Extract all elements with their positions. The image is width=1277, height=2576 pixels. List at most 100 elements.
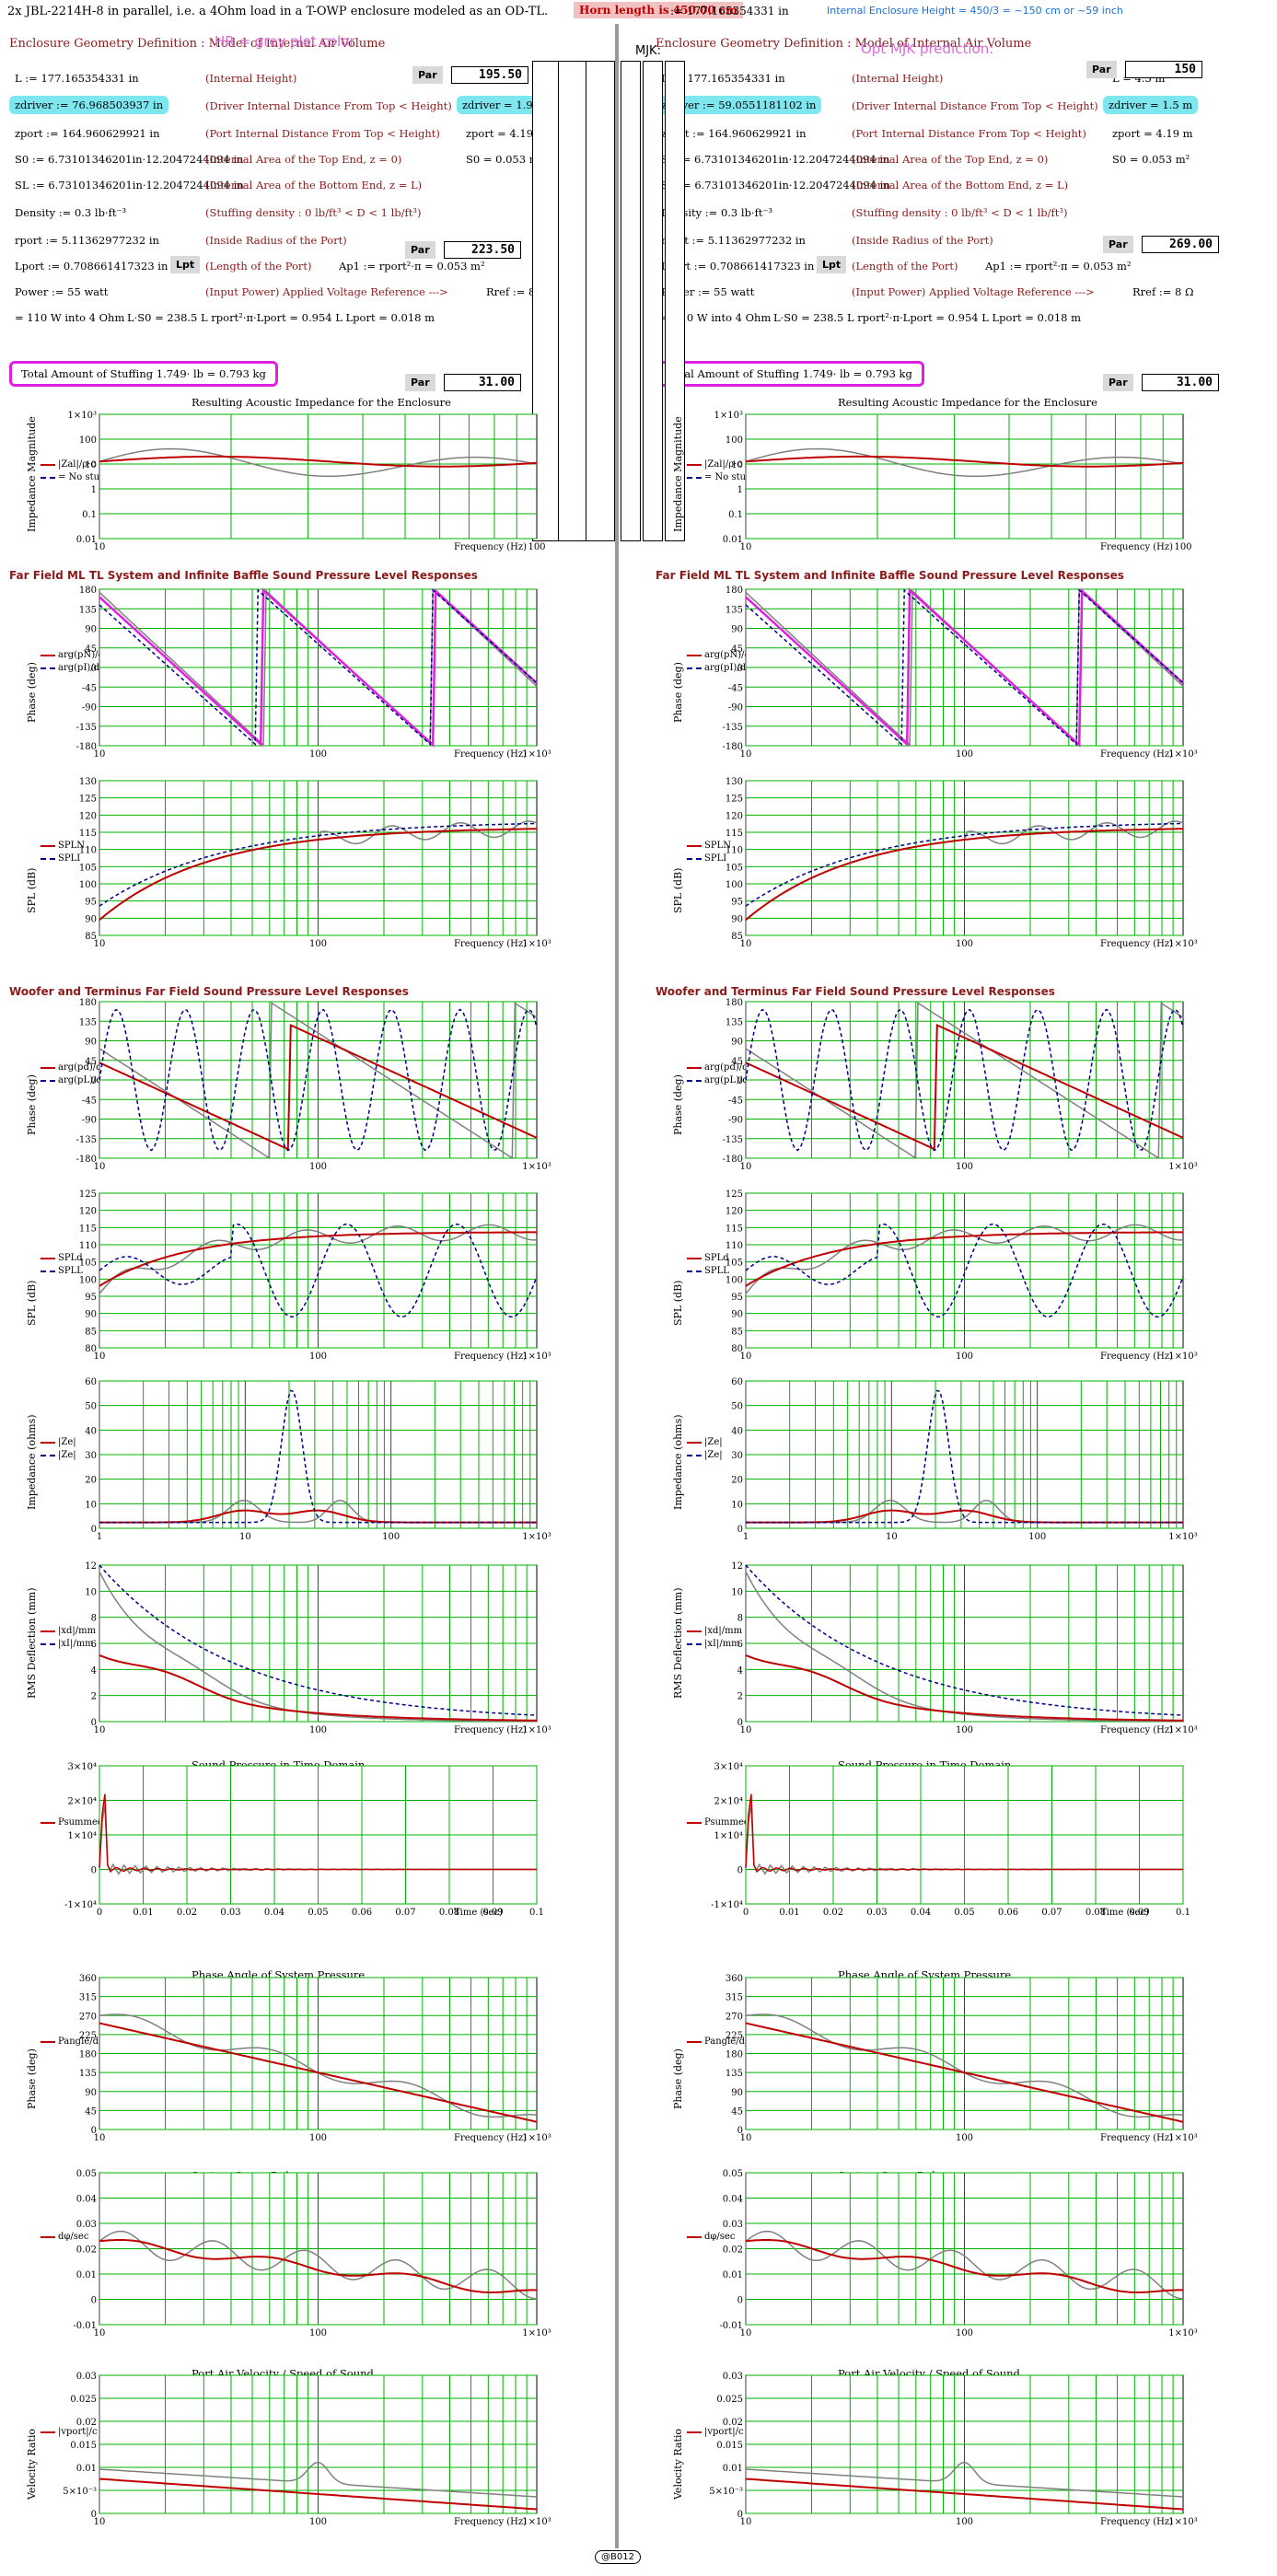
x-tick-label: 0.06 xyxy=(352,1908,372,1918)
par-value[interactable]: 223.50 xyxy=(444,241,521,259)
x-tick-label: 1×10³ xyxy=(522,1162,551,1172)
x-tick-label: 100 xyxy=(956,1352,973,1362)
legend-swatch xyxy=(687,858,702,860)
param-expr[interactable]: Density := 0.3 lb·ft⁻³ xyxy=(661,206,773,219)
legend-swatch xyxy=(41,858,55,860)
y-tick-label: 0.025 xyxy=(70,2395,97,2405)
param-expr[interactable]: Lport := 0.708661417323 in + xyxy=(15,260,180,273)
legend-item: arg(pd)/deg xyxy=(687,1062,760,1074)
legend-item: SPLI xyxy=(41,853,85,865)
legend-item: |Ze| xyxy=(687,1436,723,1449)
par-tag[interactable]: Par xyxy=(405,374,435,391)
param-expr[interactable]: SL := 6.73101346201in·12.2047244094 in xyxy=(661,179,890,191)
par-value[interactable]: 31.00 xyxy=(1142,374,1219,391)
y-tick-label: 1×10³ xyxy=(714,411,743,421)
x-axis-label: Frequency (Hz) xyxy=(454,1725,527,1735)
legend-swatch xyxy=(41,476,55,479)
param-expr[interactable]: Lport := 0.708661417323 in + xyxy=(661,260,827,273)
y-tick-label: 135 xyxy=(726,2069,743,2079)
param-expr[interactable]: Density := 0.3 lb·ft⁻³ xyxy=(15,206,127,219)
enclosure-diagram xyxy=(532,61,615,558)
legend-swatch xyxy=(41,463,55,466)
legend-swatch xyxy=(687,2040,702,2043)
chart-legend: dφ/sec xyxy=(687,2231,735,2244)
y-tick-label: 85 xyxy=(731,932,743,942)
y-tick-label: 90 xyxy=(731,1310,743,1320)
series-line xyxy=(745,1564,1184,1716)
par-tag[interactable]: Par xyxy=(1086,61,1117,78)
x-tick-label: 0.1 xyxy=(529,1908,544,1918)
lpt-tag[interactable]: Lpt xyxy=(817,256,847,273)
series-line xyxy=(745,828,1184,921)
param-expr[interactable]: zdriver := 76.968503937 in xyxy=(9,96,169,114)
x-tick-label: 10 xyxy=(740,1352,752,1362)
chart-port_vel: Velocity Ratio |vport|/c 0.03 0.025 0.02 0.01… xyxy=(654,2372,1257,2541)
y-tick-label: 130 xyxy=(79,777,97,787)
legend-label: arg(pL)/deg xyxy=(704,1075,760,1085)
legend-label: = No stuffing xyxy=(704,471,768,482)
legend-item: SPLI xyxy=(687,853,731,865)
series-line xyxy=(746,1389,1183,1524)
par-value[interactable]: 269.00 xyxy=(1142,236,1219,253)
x-axis-label: Time (sec) xyxy=(454,1908,503,1918)
y-tick-label: 6 xyxy=(737,1640,743,1650)
legend-swatch xyxy=(41,2040,55,2043)
param-expr[interactable]: SL := 6.73101346201in·12.2047244094 in xyxy=(15,179,244,191)
param-expr[interactable]: L := 177.165354331 in xyxy=(15,72,139,85)
y-tick-label: -90 xyxy=(82,1116,97,1126)
param-expr[interactable]: zdriver := 59.0551181102 in xyxy=(656,96,822,114)
chart-legend: arg(pd)/deg arg(pL)/deg xyxy=(687,1062,760,1087)
param-expr[interactable]: L := 177.165354331 in xyxy=(661,72,785,85)
param-expr[interactable]: S0 := 6.73101346201in·12.2047244094 in xyxy=(15,153,244,166)
y-tick-label: 45 xyxy=(85,1057,97,1067)
y-tick-label: 180 xyxy=(79,998,97,1008)
x-axis-label: Frequency (Hz) xyxy=(454,939,527,949)
legend-label: SPLd xyxy=(58,1253,83,1263)
series-line xyxy=(745,1223,1184,1318)
y-tick-label: 0.01 xyxy=(76,535,97,545)
par-value[interactable]: 150 xyxy=(1125,61,1202,78)
x-tick-label: 1×10³ xyxy=(1168,1725,1197,1735)
par-tag[interactable]: Par xyxy=(405,241,435,259)
y-tick-label: 50 xyxy=(85,1402,97,1412)
chart-svg: 360 315 270 225 180 135 90 45 010 100 1×10³Frequen… xyxy=(726,1974,1198,2143)
series-line xyxy=(745,455,1184,468)
y-tick-label: 90 xyxy=(731,914,743,924)
legend-label: |Ze| xyxy=(58,1437,76,1447)
param-expr[interactable]: rport := 5.11362977232 in xyxy=(661,234,806,247)
legend-swatch xyxy=(41,2431,55,2433)
y-tick-label: 120 xyxy=(726,811,743,821)
x-tick-label: 1×10³ xyxy=(522,2328,551,2338)
param-value: Rref := 8 Ω xyxy=(1132,285,1194,298)
x-tick-label: 0.08 xyxy=(439,1908,459,1918)
legend-swatch xyxy=(41,2235,55,2238)
par-tag[interactable]: Par xyxy=(1103,236,1133,253)
x-tick-label: 100 xyxy=(956,2133,973,2143)
x-tick-label: 0 xyxy=(743,1908,749,1918)
param-row: zport := 164.960629921 in (Port Internal … xyxy=(654,127,1257,147)
param-expr[interactable]: S0 := 6.73101346201in·12.2047244094 in xyxy=(661,153,890,166)
par-value[interactable]: 195.50 xyxy=(451,66,528,84)
par-value[interactable]: 31.00 xyxy=(444,374,521,391)
series-line xyxy=(99,1231,537,1287)
y-tick-label: 0 xyxy=(91,2126,97,2136)
param-expr[interactable]: Power := 55 watt xyxy=(15,285,109,298)
x-tick-label: 10 xyxy=(94,2517,106,2527)
x-axis-label: Frequency (Hz) xyxy=(454,749,527,760)
param-expr[interactable]: rport := 5.11362977232 in xyxy=(15,234,159,247)
y-tick-label: -90 xyxy=(82,703,97,714)
y-tick-label: 12 xyxy=(85,1561,97,1572)
param-label: (Input Power) Applied Voltage Reference … xyxy=(205,285,448,298)
x-tick-label: 0.01 xyxy=(779,1908,799,1918)
param-expr[interactable]: zport := 164.960629921 in xyxy=(15,127,160,140)
param-expr[interactable]: zport := 164.960629921 in xyxy=(661,127,807,140)
par-tag[interactable]: Par xyxy=(412,66,443,84)
legend-label: |Ze| xyxy=(704,1450,723,1460)
lpt-tag[interactable]: Lpt xyxy=(170,256,201,273)
y-tick-label: 45 xyxy=(85,2106,97,2117)
param-expr[interactable]: = 110 W into 4 Ohm xyxy=(15,311,125,324)
param-expr[interactable]: = 110 W into 4 Ohm xyxy=(661,311,772,324)
y-tick-label: 270 xyxy=(79,2012,97,2022)
par-tag[interactable]: Par xyxy=(1103,374,1133,391)
